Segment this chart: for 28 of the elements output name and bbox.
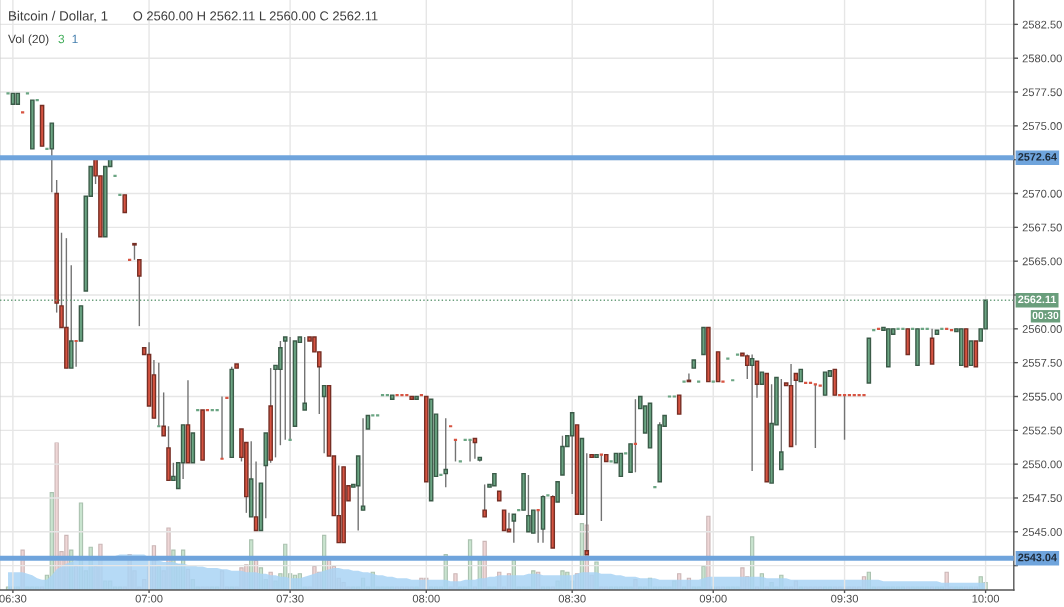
ref-line-label: 2562.11 bbox=[1018, 295, 1057, 304]
y-tick-label: 2547.50 bbox=[1022, 494, 1062, 503]
text: 00:30 bbox=[1032, 311, 1059, 320]
y-tick-label: 2582.50 bbox=[1022, 20, 1062, 29]
x-tick-label: 09:00 bbox=[699, 594, 727, 603]
y-tick-label: 2580.00 bbox=[1022, 54, 1062, 63]
y-tick-label: 2545.00 bbox=[1022, 528, 1062, 536]
y-tick-label: 2575.00 bbox=[1022, 122, 1062, 130]
ref-line-label: 2543.04 bbox=[1018, 553, 1057, 562]
x-tick-label: 06:30 bbox=[0, 594, 27, 603]
y-tick-label: 2567.50 bbox=[1022, 223, 1062, 232]
y-tick-label: 2577.50 bbox=[1022, 88, 1062, 97]
y-tick-label: 2550.00 bbox=[1022, 460, 1062, 469]
x-tick-label: 07:30 bbox=[276, 594, 304, 603]
text: O 2560.00 H 2562.11 L 2560.00 C 2562.11 bbox=[133, 11, 378, 21]
y-tick-label: 2557.50 bbox=[1022, 358, 1062, 367]
y-tick-label: 2565.00 bbox=[1022, 257, 1062, 266]
x-tick-label: 07:00 bbox=[135, 594, 163, 603]
ref-line-label: 2572.64 bbox=[1018, 153, 1057, 161]
x-tick-label: 09:30 bbox=[831, 594, 859, 603]
y-tick-label: 2552.50 bbox=[1022, 426, 1062, 435]
y-tick-label: 2570.00 bbox=[1022, 189, 1062, 198]
x-tick-label: 10:00 bbox=[972, 594, 1000, 603]
x-tick-label: 08:30 bbox=[558, 594, 586, 603]
x-tick-label: 08:00 bbox=[412, 594, 440, 603]
y-tick-label: 2555.00 bbox=[1022, 392, 1062, 401]
y-tick-label: 2560.00 bbox=[1022, 325, 1062, 333]
text: Bitcoin / Dollar, 1 bbox=[9, 10, 108, 23]
